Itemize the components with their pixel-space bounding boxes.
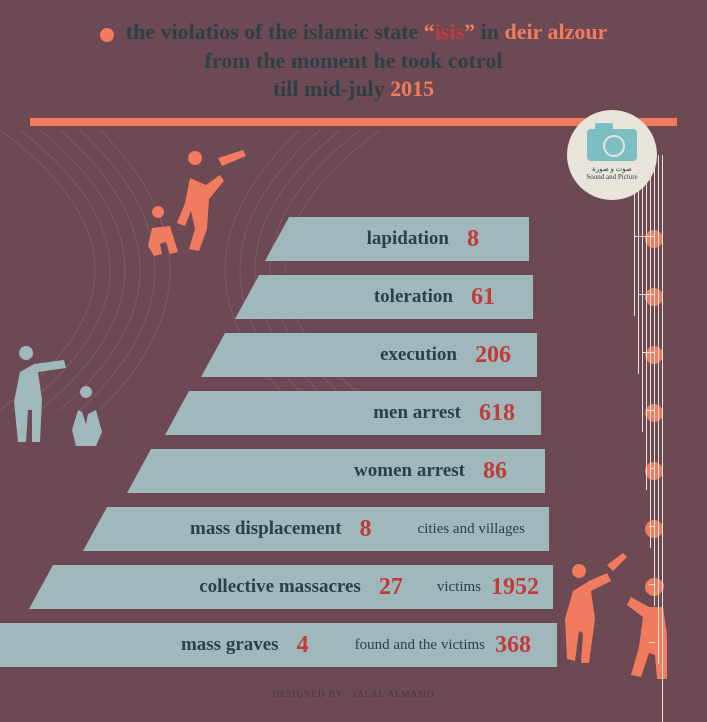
- camera-icon: [587, 129, 637, 161]
- row-label: men arrest: [373, 402, 461, 424]
- row-7: mass graves 4 found and the victims 368: [0, 620, 707, 670]
- bar: men arrest 618: [189, 391, 541, 435]
- row-sub: found and the victims: [355, 637, 485, 654]
- row-label: execution: [380, 344, 457, 366]
- place: deir alzour: [505, 19, 608, 44]
- row-label: lapidation: [367, 228, 449, 250]
- row-value: 206: [475, 342, 523, 369]
- row-label: mass displacement: [190, 518, 341, 540]
- title-line1: the violatios of the islamic state “isis…: [126, 19, 608, 44]
- isis-word: isis: [435, 19, 464, 44]
- row-value: 8: [360, 516, 408, 543]
- row-value: 27: [379, 574, 427, 601]
- row-3: men arrest 618: [0, 388, 707, 438]
- connector-dot: [645, 230, 663, 248]
- bar: lapidation 8: [289, 217, 529, 261]
- connector-dot: [645, 404, 663, 422]
- row-label: toleration: [374, 286, 453, 308]
- row-sub: cities and villages: [418, 521, 525, 538]
- title-line3: till mid-july 2015: [273, 76, 434, 101]
- quote-open: “: [424, 19, 435, 44]
- title-line2: from the moment he took cotrol: [205, 48, 503, 73]
- row-value2: 1952: [491, 574, 539, 601]
- row-value: 8: [467, 226, 515, 253]
- row-value: 618: [479, 400, 527, 427]
- logo-en: Sound and Picture: [586, 173, 637, 181]
- bullet-icon: [100, 28, 114, 42]
- year: 2015: [390, 76, 434, 101]
- connector-dot: [645, 636, 663, 654]
- row-5: mass displacement 8 cities and villages: [0, 504, 707, 554]
- quote-close: ”: [464, 19, 475, 44]
- bar: mass displacement 8 cities and villages: [107, 507, 549, 551]
- connector-dot: [645, 346, 663, 364]
- logo-badge: صوت و صورة Sound and Picture: [567, 110, 657, 200]
- row-label: mass graves: [181, 634, 279, 656]
- row-4: women arrest 86: [0, 446, 707, 496]
- t1b: in: [481, 19, 505, 44]
- row-6: collective massacres 27 victims 1952: [0, 562, 707, 612]
- t3a: till mid-july: [273, 76, 390, 101]
- connector-dot: [645, 578, 663, 596]
- row-value: 86: [483, 458, 531, 485]
- connector-dot: [645, 520, 663, 538]
- bar: collective massacres 27 victims 1952: [53, 565, 553, 609]
- bar: women arrest 86: [151, 449, 545, 493]
- row-value: 4: [297, 632, 345, 659]
- bar: toleration 61: [259, 275, 533, 319]
- connector-dot: [645, 462, 663, 480]
- row-sub: victims: [437, 579, 481, 596]
- bar: mass graves 4 found and the victims 368: [0, 623, 557, 667]
- row-value2: 368: [495, 632, 543, 659]
- row-value: 61: [471, 284, 519, 311]
- row-label: women arrest: [354, 460, 465, 482]
- credit: DESIGNED BY : JALAL ALMAMO: [0, 689, 707, 699]
- bar: execution 206: [225, 333, 537, 377]
- row-2: execution 206: [0, 330, 707, 380]
- row-label: collective massacres: [199, 576, 361, 598]
- data-rows: lapidation 8 toleration 61 execution 206 men a…: [0, 214, 707, 678]
- logo-ar: صوت و صورة: [592, 165, 632, 173]
- row-0: lapidation 8: [0, 214, 707, 264]
- t1a: the violatios of the islamic state: [126, 19, 419, 44]
- connector-dot: [645, 288, 663, 306]
- row-1: toleration 61: [0, 272, 707, 322]
- header: the violatios of the islamic state “isis…: [0, 0, 707, 114]
